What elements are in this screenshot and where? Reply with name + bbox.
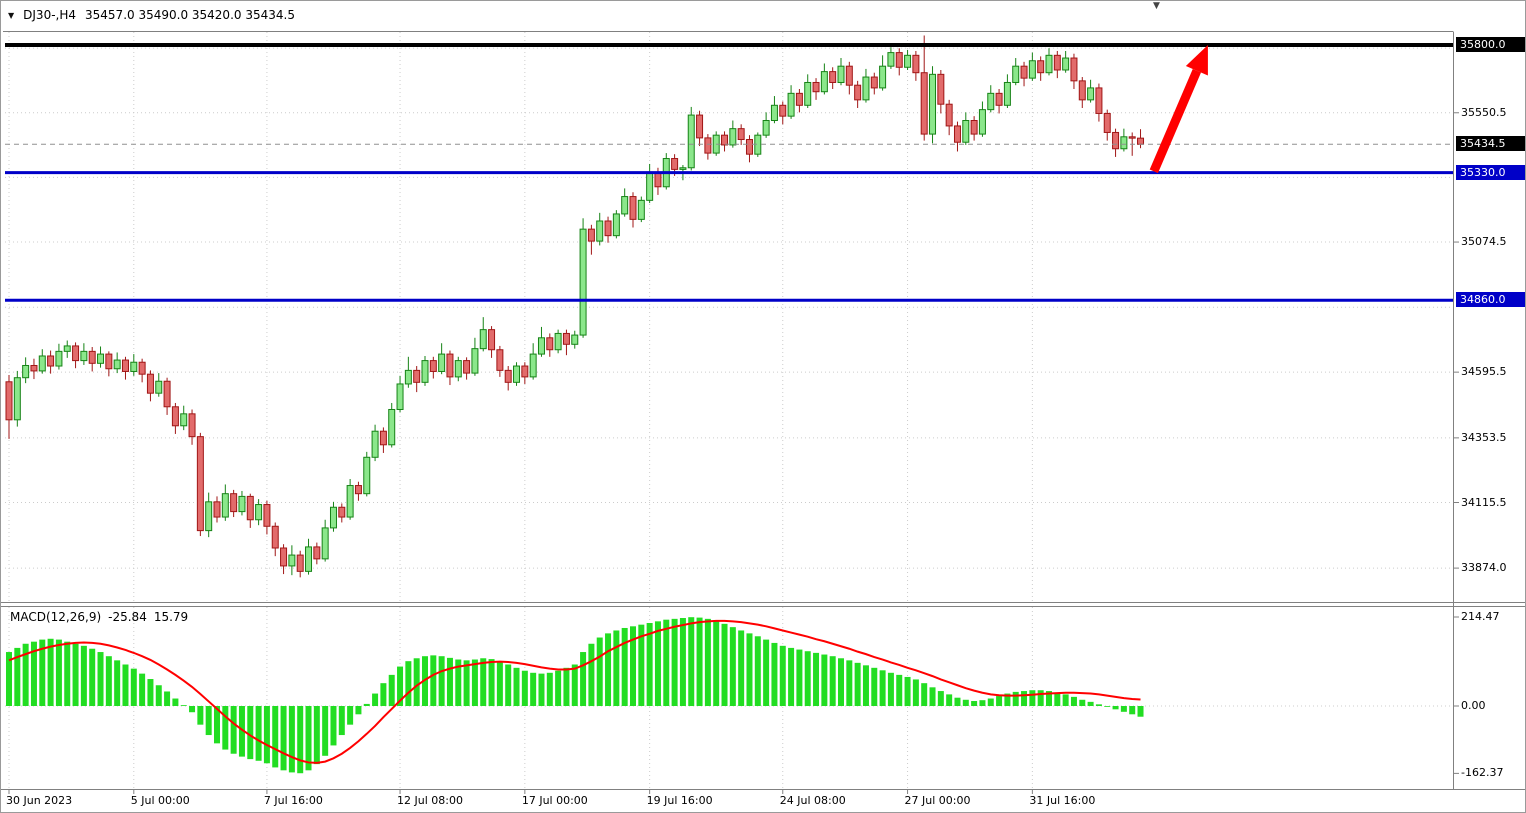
time-tick-label: 12 Jul 08:00 [397, 794, 463, 807]
time-axis[interactable]: 30 Jun 2023 5 Jul 00:00 7 Jul 16:00 12 Jul … [1, 793, 1457, 812]
macd-tick-label: 0.00 [1461, 699, 1486, 712]
symbol-dropdown-icon[interactable]: ▼ [8, 10, 15, 20]
indicator-signal-value: 15.79 [153, 610, 189, 624]
time-tick-label: 24 Jul 08:00 [779, 794, 846, 807]
time-tick-label: 27 Jul 00:00 [904, 794, 971, 807]
scroll-position-marker-icon[interactable]: ▼ [1153, 1, 1160, 11]
price-level-label: 35330.0 [1456, 164, 1525, 180]
time-tick-label: 17 Jul 00:00 [521, 794, 588, 807]
price-tick-label: 35550.5 [1461, 105, 1507, 119]
price-level-label: 34860.0 [1456, 292, 1525, 308]
price-tick-label: 33874.0 [1461, 561, 1507, 575]
time-tick-label: 31 Jul 16:00 [1029, 794, 1096, 807]
indicator-macd-value: -25.84 [108, 610, 147, 624]
price-tick-label: 34353.5 [1461, 430, 1507, 444]
price-level-label: 35800.0 [1456, 37, 1525, 52]
price-level-label: 35434.5 [1456, 136, 1525, 152]
price-axis[interactable]: 35550.5 35074.5 34595.5 34353.5 34115.5 33874… [1456, 1, 1525, 812]
chart-title: ▼ DJ30-,H4 35457.0 35490.0 35420.0 35434… [8, 8, 295, 22]
ohlc-values: 35457.0 35490.0 35420.0 35434.5 [85, 8, 295, 22]
price-tick-label: 34595.5 [1461, 365, 1507, 379]
time-tick-label: 5 Jul 00:00 [130, 794, 190, 807]
indicator-name: MACD(12,26,9) [10, 610, 102, 624]
time-tick-label: 19 Jul 16:00 [646, 794, 713, 807]
macd-tick-label: -162.37 [1461, 766, 1504, 780]
symbol-timeframe-label: DJ30-,H4 [23, 8, 77, 22]
price-tick-label: 35074.5 [1461, 235, 1507, 249]
time-tick-label: 30 Jun 2023 [6, 794, 73, 807]
price-tick-label: 34115.5 [1461, 495, 1507, 509]
time-tick-label: 7 Jul 16:00 [263, 794, 323, 807]
macd-value-axis[interactable]: 214.47 0.00 -162.37 [1457, 1, 1525, 812]
macd-tick-label: 214.47 [1461, 609, 1500, 623]
indicator-label: MACD(12,26,9) -25.84 15.79 [10, 610, 188, 624]
